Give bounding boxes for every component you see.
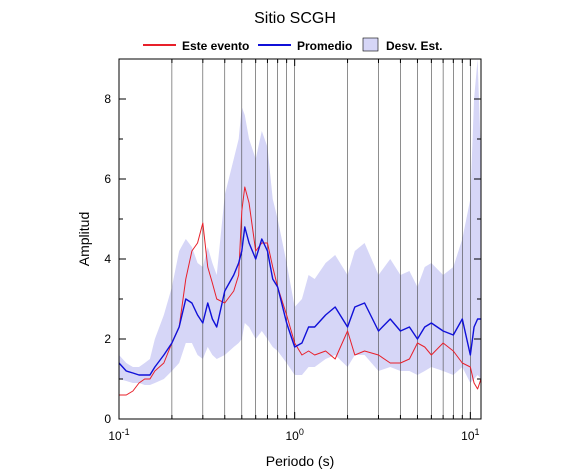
y-tick-label: 4 <box>104 252 111 266</box>
y-tick-label: 8 <box>104 92 111 106</box>
y-tick-label: 0 <box>104 412 111 426</box>
legend-label: Promedio <box>297 39 352 53</box>
y-tick-label: 6 <box>104 172 111 186</box>
x-tick-label: 10-1 <box>108 427 129 443</box>
chart-title: Sitio SCGH <box>254 10 336 27</box>
x-tick-label: 101 <box>461 427 479 443</box>
x-axis-title: Periodo (s) <box>266 453 334 469</box>
std-band <box>119 59 481 385</box>
x-tick-label: 100 <box>285 427 303 443</box>
legend-label: Este evento <box>182 39 249 53</box>
plot-area: 0 2 4 6 8 10-1 100 101 <box>104 58 482 443</box>
y-tick-label: 2 <box>104 332 111 346</box>
legend-label: Desv. Est. <box>386 39 442 53</box>
legend: Este evento Promedio Desv. Est. <box>143 37 442 53</box>
plot-frame <box>118 58 482 420</box>
y-axis-title: Amplitud <box>76 212 92 266</box>
legend-band-swatch <box>362 37 379 52</box>
series-line-promedio <box>118 226 481 376</box>
